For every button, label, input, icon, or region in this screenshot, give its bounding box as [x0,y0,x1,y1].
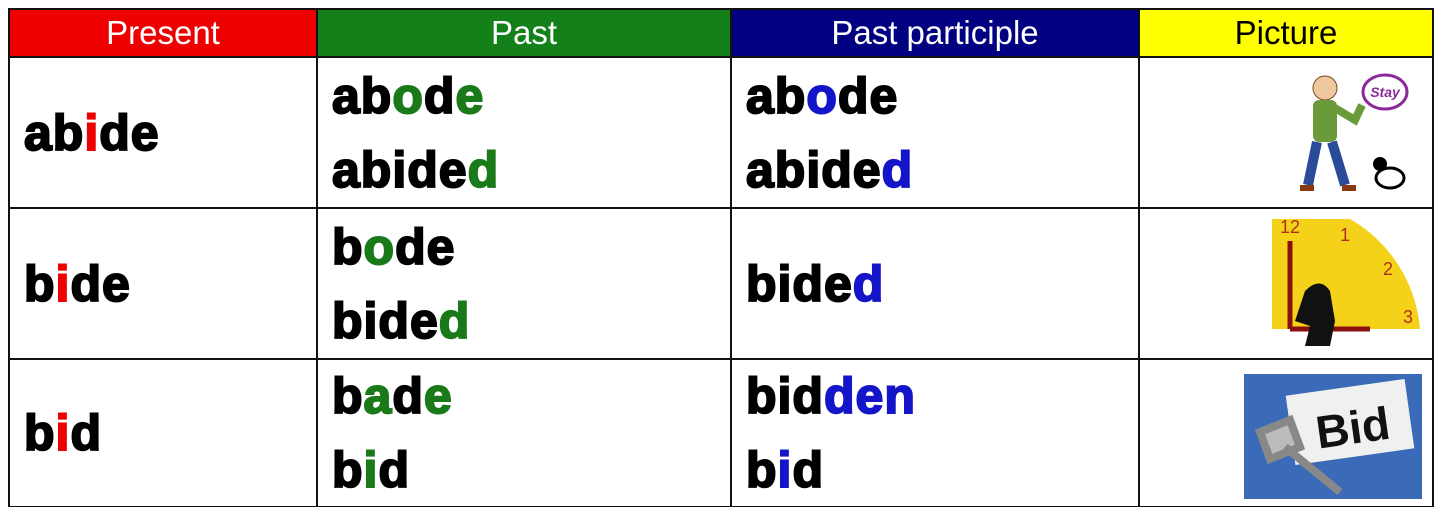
clock-number: 1 [1340,225,1350,245]
word-part: bide [331,292,439,349]
dog-head [1373,157,1387,171]
body [1313,100,1337,142]
picture-cell: 12 1 2 3 [1138,207,1434,360]
word: bade [331,368,730,424]
word-part: bid [745,368,824,424]
table-cell: bid [8,358,318,507]
word-part: b [23,405,56,461]
word-part: d [791,442,824,498]
word-part: d [69,405,102,461]
word: abide [23,104,316,161]
bid-panel [1285,378,1415,466]
word-part: d [881,141,914,198]
dog [1374,166,1406,190]
word-part: de [98,104,160,161]
word: abode [745,67,1138,124]
word: abode [331,67,730,124]
table-cell: bidden bid [730,358,1140,507]
word-part: i [55,405,71,461]
word-part: d [467,141,500,198]
word-part: bide [745,255,853,312]
word-part: b [23,255,56,312]
table-cell: bode bided [316,207,732,360]
word-part: abide [745,141,882,198]
word: bid [331,442,730,498]
table-cell: abode abided [730,56,1140,209]
word-part: o [391,67,424,124]
column-header: Past [316,8,732,58]
table-cell: abide [8,56,318,209]
word-part: b [331,368,364,424]
word: bidden [745,368,1138,424]
clock-number: 2 [1383,259,1393,279]
legs [1303,140,1350,187]
word-part: de [394,218,456,275]
word-part: e [423,368,453,424]
person [1295,283,1335,346]
word-part: e [454,67,485,124]
speech-bubble [1361,73,1409,111]
word-part: abide [331,141,468,198]
word: abided [745,141,1138,198]
head [1312,75,1338,101]
column-header: Present [8,8,318,58]
word-part: i [363,442,379,498]
word: bided [745,255,1138,312]
picture-cell: Stay [1138,56,1434,209]
picture-cell: Bid [1138,358,1434,507]
picture: 12 123 [1272,217,1420,346]
table-cell: abode abided [316,56,732,209]
bubble-text: Stay [1370,84,1401,100]
clock-number: 3 [1403,307,1413,327]
word-part: i [55,255,71,312]
picture: Bid [1244,374,1422,499]
table-cell: bade bid [316,358,732,507]
word-part: b [331,442,364,498]
word-part: d [438,292,471,349]
arm [1332,103,1366,126]
word-part: o [805,67,838,124]
clock-number: 12 [1280,217,1300,237]
word-part: i [83,104,100,161]
word-part: d [423,67,456,124]
word-part: ab [745,67,807,124]
picture: Stay [1300,73,1409,191]
column-header: Past participle [730,8,1140,58]
word: abided [331,141,730,198]
word-part: d [377,442,410,498]
word: bode [331,218,730,275]
bid-text: Bid [1313,397,1394,459]
word-part: d [391,368,424,424]
word: bid [23,405,316,461]
word-part: de [69,255,131,312]
word-part: i [777,442,793,498]
word-part: b [745,442,778,498]
table-cell: bide [8,207,318,360]
table-cell: bided [730,207,1140,360]
word: bided [331,292,730,349]
column-header: Picture [1138,8,1434,58]
word: bide [23,255,316,312]
word-part: d [852,255,885,312]
word-part: a [363,368,393,424]
gavel [1254,414,1343,496]
word: bid [745,442,1138,498]
word-part: o [363,218,396,275]
word-part: ab [331,67,393,124]
word-part: b [331,218,364,275]
word-part: de [837,67,899,124]
word-part: ab [23,104,85,161]
word-part: den [823,368,916,424]
